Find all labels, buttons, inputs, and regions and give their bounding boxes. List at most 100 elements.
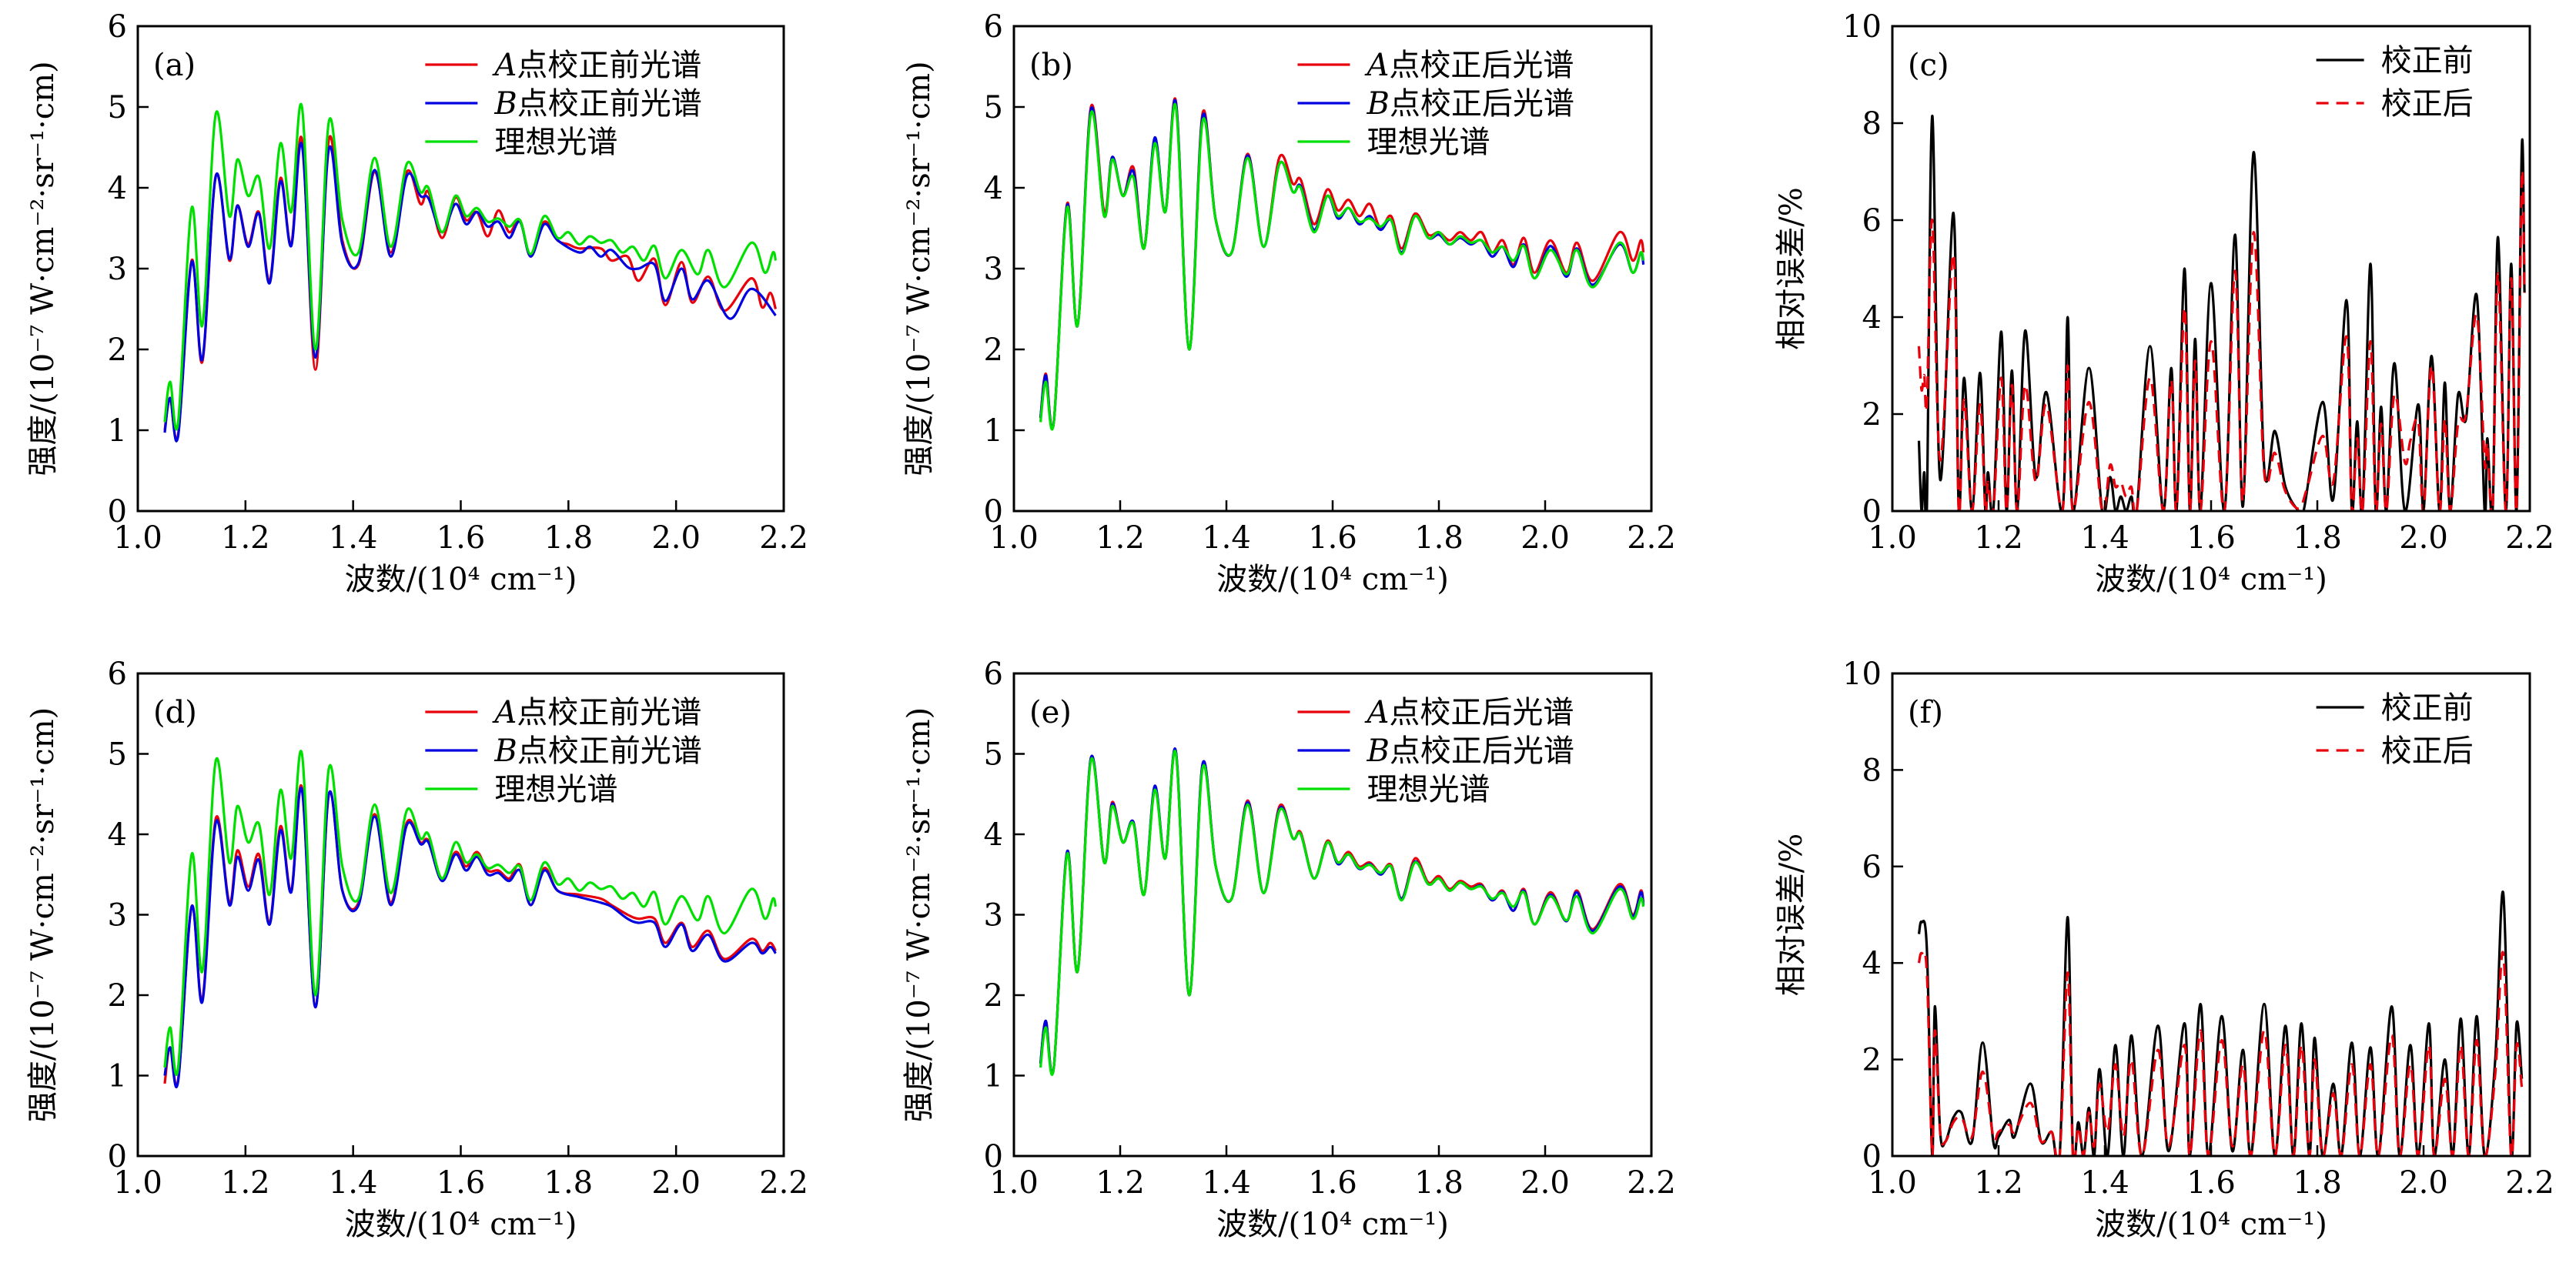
y-tick-label: 2 xyxy=(108,978,127,1014)
x-tick-label: 1.0 xyxy=(1868,1165,1917,1201)
series-line-ideal xyxy=(163,102,778,431)
panel-label: (b) xyxy=(1029,48,1073,83)
y-tick-label: 10 xyxy=(1842,9,1882,45)
x-tick-label: 2.2 xyxy=(2505,520,2554,556)
x-axis-label: 波数/(10⁴ cm⁻¹) xyxy=(1216,562,1449,597)
x-tick-label: 2.2 xyxy=(2505,1165,2554,1201)
x-tick-label: 1.8 xyxy=(1414,1165,1464,1201)
y-tick-label: 4 xyxy=(108,817,127,853)
y-axis-label: 相对误差/% xyxy=(1774,834,1809,996)
x-tick-label: 1.2 xyxy=(221,520,270,556)
x-tick-label: 1.0 xyxy=(989,1165,1039,1201)
x-tick-label: 1.6 xyxy=(437,1165,486,1201)
y-axis-label: 强度/(10⁻⁷ W·cm⁻²·sr⁻¹·cm) xyxy=(902,61,937,476)
x-axis-label: 波数/(10⁴ cm⁻¹) xyxy=(1216,1207,1449,1242)
panel-label: (d) xyxy=(153,695,197,730)
x-tick-label: 1.2 xyxy=(1096,1165,1145,1201)
x-axis-label: 波数/(10⁴ cm⁻¹) xyxy=(2095,1207,2327,1242)
panel-b: 1.0 1.2 1.4 1.6 1.8 2.0 2.2 0 1 2 3 4 5 6 波数/(10⁴ cm⁻¹… xyxy=(902,9,1676,597)
x-tick-label: 1.8 xyxy=(544,1165,594,1201)
y-tick-label: 1 xyxy=(108,413,127,449)
y-tick-label: 3 xyxy=(984,898,1003,934)
series-line-B xyxy=(1039,99,1645,430)
series-line-ideal xyxy=(1039,750,1645,1076)
x-tick-label: 2.0 xyxy=(651,520,701,556)
legend-label: A点校正前光谱 xyxy=(491,48,701,83)
series-line-A xyxy=(1039,748,1645,1076)
legend-label-letter: B xyxy=(1366,86,1389,122)
legend-label: 校正后 xyxy=(2381,86,2474,122)
y-tick-label: 2 xyxy=(108,332,127,368)
x-tick-label: 1.8 xyxy=(2293,1165,2342,1201)
y-tick-label: 2 xyxy=(984,332,1003,368)
x-tick-label: 2.2 xyxy=(759,520,808,556)
panel-f: 1.0 1.2 1.4 1.6 1.8 2.0 2.2 0 2 4 6 8 10 波数/(10⁴ cm⁻¹… xyxy=(1774,657,2554,1242)
y-tick-label: 0 xyxy=(108,494,127,530)
y-tick-label: 1 xyxy=(108,1059,127,1094)
legend-label: 校正后 xyxy=(2381,733,2474,769)
x-tick-label: 2.2 xyxy=(1627,520,1676,556)
series-line-ideal xyxy=(163,750,778,1076)
legend-label-text: 点校正前光谱 xyxy=(517,86,702,122)
x-tick-label: 2.0 xyxy=(1521,520,1570,556)
x-tick-label: 1.2 xyxy=(1974,1165,2023,1201)
legend-label: A点校正后光谱 xyxy=(1363,48,1574,83)
legend-label: A点校正后光谱 xyxy=(1363,695,1574,730)
legend-label: 校正前 xyxy=(2381,43,2474,79)
x-tick-label: 1.8 xyxy=(1414,520,1464,556)
y-tick-label: 5 xyxy=(108,737,127,773)
x-tick-label: 1.0 xyxy=(1868,520,1917,556)
series-line-B xyxy=(163,787,777,1089)
y-tick-label: 0 xyxy=(984,494,1003,530)
legend-label: B点校正前光谱 xyxy=(493,86,701,122)
panel-label: (f) xyxy=(1908,695,1943,730)
legend-label-letter: A xyxy=(1363,48,1389,83)
x-tick-label: 1.8 xyxy=(2293,520,2342,556)
y-axis-label: 相对误差/% xyxy=(1774,187,1809,349)
legend-label-text: 点校正后光谱 xyxy=(1390,733,1574,769)
y-tick-label: 6 xyxy=(984,9,1003,45)
y-tick-label: 4 xyxy=(984,171,1003,206)
x-tick-label: 1.6 xyxy=(437,520,486,556)
x-tick-label: 2.0 xyxy=(651,1165,701,1201)
x-tick-label: 1.4 xyxy=(329,520,378,556)
series-line-A xyxy=(163,784,777,1087)
x-tick-label: 1.0 xyxy=(113,1165,162,1201)
y-tick-label: 6 xyxy=(108,657,127,692)
y-tick-label: 2 xyxy=(984,978,1003,1014)
x-tick-label: 1.6 xyxy=(1308,1165,1357,1201)
panel-label: (a) xyxy=(153,48,196,83)
legend-label-letter: B xyxy=(1366,733,1389,769)
legend-label-text: 点校正后光谱 xyxy=(1389,695,1574,730)
x-tick-label: 1.6 xyxy=(1308,520,1357,556)
y-tick-label: 2 xyxy=(1862,397,1882,433)
x-tick-label: 1.8 xyxy=(544,520,594,556)
legend-label-letter: B xyxy=(493,733,517,769)
legend-label: 理想光谱 xyxy=(494,772,617,807)
legend-label-text: 点校正后光谱 xyxy=(1389,48,1574,83)
y-tick-label: 6 xyxy=(1862,203,1882,239)
y-tick-label: 5 xyxy=(984,737,1003,773)
y-axis-label: 强度/(10⁻⁷ W·cm⁻²·sr⁻¹·cm) xyxy=(25,707,61,1122)
y-tick-label: 0 xyxy=(108,1139,127,1174)
legend-label-text: 点校正前光谱 xyxy=(517,733,702,769)
legend-label: A点校正前光谱 xyxy=(491,695,701,730)
series-line-B xyxy=(1039,747,1645,1076)
y-axis-label: 强度/(10⁻⁷ W·cm⁻²·sr⁻¹·cm) xyxy=(25,61,61,476)
legend-label-letter: A xyxy=(491,695,517,730)
legend-label: 校正前 xyxy=(2381,690,2474,726)
legend-label-text: 点校正前光谱 xyxy=(517,48,701,83)
y-tick-label: 4 xyxy=(1862,300,1882,336)
legend-label-text: 点校正后光谱 xyxy=(1390,86,1574,122)
x-tick-label: 1.4 xyxy=(329,1165,378,1201)
y-tick-label: 0 xyxy=(984,1139,1003,1174)
x-tick-label: 1.2 xyxy=(1096,520,1145,556)
series-line-after xyxy=(1917,169,2526,511)
x-tick-label: 1.2 xyxy=(1974,520,2023,556)
y-tick-label: 4 xyxy=(1862,946,1882,981)
y-tick-label: 0 xyxy=(1862,1139,1882,1174)
panel-c: 1.0 1.2 1.4 1.6 1.8 2.0 2.2 0 2 4 6 8 10 波数/(10⁴ cm⁻¹… xyxy=(1774,9,2554,597)
y-tick-label: 6 xyxy=(1862,850,1882,885)
legend-label-letter: B xyxy=(493,86,517,122)
